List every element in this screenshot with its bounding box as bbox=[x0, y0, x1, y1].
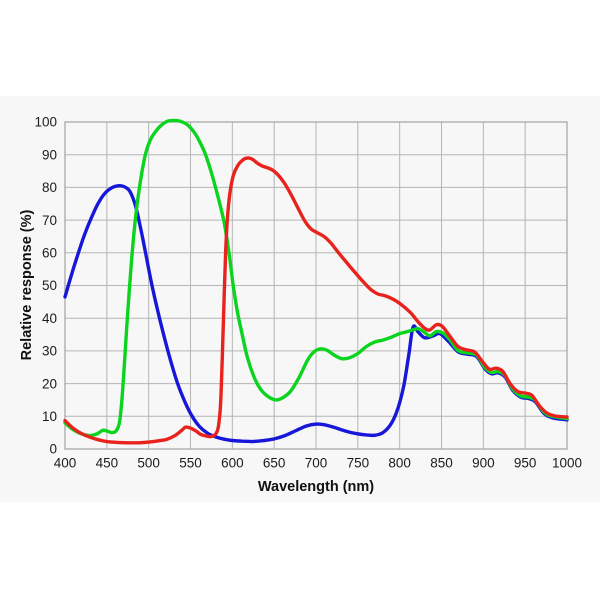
x-tick-label: 550 bbox=[179, 456, 202, 471]
green-curve bbox=[63, 118, 569, 438]
x-tick-label: 450 bbox=[96, 456, 119, 471]
x-tick-label: 650 bbox=[263, 456, 286, 471]
x-tick-label: 950 bbox=[514, 456, 537, 471]
y-axis-title: Relative response (%) bbox=[19, 209, 35, 361]
y-tick-label: 80 bbox=[42, 180, 57, 195]
y-tick-label: 0 bbox=[49, 442, 57, 457]
y-tick-label: 30 bbox=[42, 344, 57, 359]
x-tick-label: 600 bbox=[221, 456, 244, 471]
chart-canvas bbox=[0, 96, 600, 502]
x-tick-label: 800 bbox=[388, 456, 411, 471]
x-tick-label: 500 bbox=[137, 456, 160, 471]
x-tick-label: 700 bbox=[305, 456, 328, 471]
y-tick-label: 50 bbox=[42, 278, 57, 293]
y-tick-label: 90 bbox=[42, 147, 57, 162]
y-tick-label: 60 bbox=[42, 246, 57, 261]
x-tick-label: 850 bbox=[430, 456, 453, 471]
x-tick-label: 750 bbox=[347, 456, 370, 471]
y-tick-label: 10 bbox=[42, 409, 57, 424]
x-axis-title: Wavelength (nm) bbox=[257, 479, 375, 495]
x-tick-label: 1000 bbox=[552, 456, 582, 471]
x-tick-label: 400 bbox=[54, 456, 77, 471]
y-tick-label: 70 bbox=[42, 213, 57, 228]
red-curve bbox=[63, 156, 569, 445]
x-tick-label: 900 bbox=[472, 456, 495, 471]
plot-frame bbox=[64, 121, 568, 450]
y-tick-label: 40 bbox=[42, 311, 57, 326]
y-tick-label: 100 bbox=[34, 115, 57, 130]
y-tick-label: 20 bbox=[42, 376, 57, 391]
